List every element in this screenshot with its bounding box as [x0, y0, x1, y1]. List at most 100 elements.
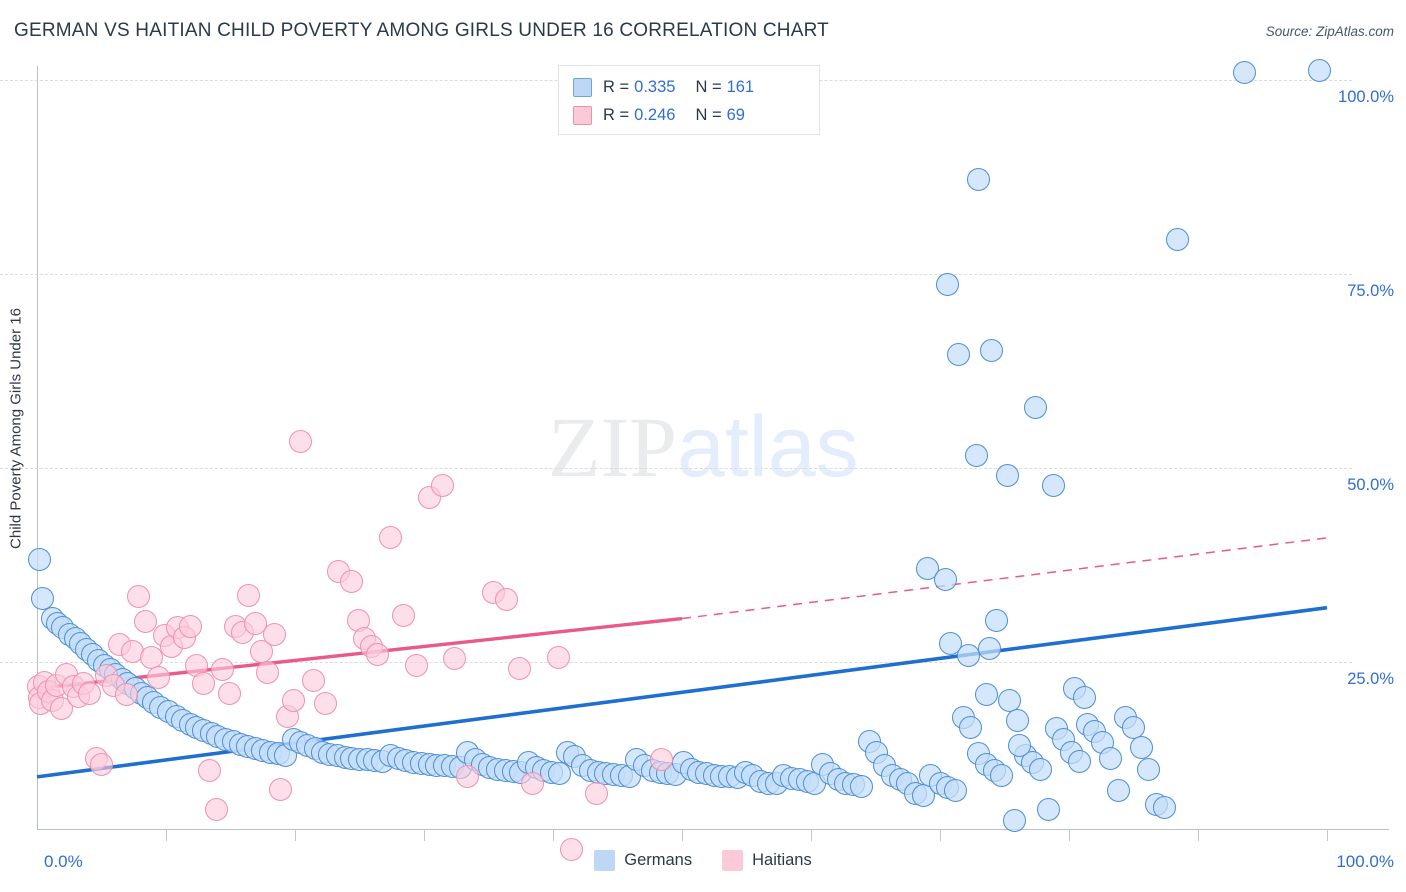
gridline-25 [0, 662, 1352, 663]
x-axis-tick [682, 829, 683, 841]
scatter-plot-area [26, 59, 1331, 862]
y-axis-label-50: 50.0% [1347, 476, 1394, 494]
x-axis-tick [811, 829, 812, 841]
data-point-haitian[interactable] [256, 661, 280, 685]
data-point-haitian[interactable] [314, 692, 338, 716]
data-point-german[interactable] [990, 763, 1014, 787]
data-point-german[interactable] [1029, 757, 1053, 781]
data-point-german[interactable] [967, 167, 991, 191]
data-point-german[interactable] [1165, 228, 1189, 252]
data-point-haitian[interactable] [340, 569, 364, 593]
data-point-german[interactable] [933, 568, 957, 592]
data-point-german[interactable] [1307, 59, 1331, 83]
data-point-german[interactable] [977, 636, 1001, 660]
data-point-german[interactable] [1036, 797, 1060, 821]
germans-n-value: 161 [726, 77, 755, 96]
data-point-haitian[interactable] [127, 585, 151, 609]
data-point-haitian[interactable] [546, 645, 570, 669]
legend-item-germans[interactable]: Germans [594, 850, 692, 871]
data-point-german[interactable] [938, 631, 962, 655]
data-point-german[interactable] [985, 608, 1009, 632]
data-point-german[interactable] [1005, 709, 1029, 733]
data-point-german[interactable] [964, 444, 988, 468]
data-point-haitian[interactable] [430, 473, 454, 497]
data-point-german[interactable] [974, 683, 998, 707]
correlation-stats-legend: R = 0.335 N = 161 R = 0.246 N = 69 [558, 65, 820, 135]
data-point-german[interactable] [28, 548, 52, 572]
data-point-german[interactable] [1023, 395, 1047, 419]
data-point-haitian[interactable] [179, 614, 202, 638]
germans-r-label: R = [603, 77, 630, 96]
data-point-german[interactable] [1232, 60, 1256, 84]
data-point-haitian[interactable] [191, 672, 215, 696]
gridline-50 [0, 468, 1352, 469]
y-axis-label-100: 100.0% [1338, 88, 1394, 106]
data-point-haitian[interactable] [269, 777, 293, 801]
data-point-haitian[interactable] [391, 603, 415, 627]
data-point-haitian[interactable] [585, 782, 609, 806]
source-label: Source: ZipAtlas.com [1265, 24, 1394, 39]
data-point-german[interactable] [849, 774, 873, 798]
data-point-german[interactable] [936, 273, 960, 297]
data-point-german[interactable] [956, 644, 980, 668]
germans-legend-swatch-icon [594, 850, 616, 871]
data-point-german[interactable] [1152, 796, 1176, 820]
data-point-german[interactable] [943, 779, 967, 803]
data-point-haitian[interactable] [243, 611, 267, 635]
data-point-haitian[interactable] [495, 588, 519, 612]
data-point-haitian[interactable] [378, 526, 402, 550]
germans-n-label: N = [695, 77, 722, 96]
data-point-german[interactable] [1106, 779, 1130, 803]
germans-swatch-icon [573, 77, 592, 97]
data-point-german[interactable] [946, 343, 970, 367]
data-point-german[interactable] [1072, 686, 1096, 710]
data-point-german[interactable] [1008, 734, 1032, 758]
data-point-german[interactable] [1067, 749, 1091, 773]
data-point-german[interactable] [980, 338, 1004, 362]
data-point-haitian[interactable] [520, 771, 544, 795]
data-point-german[interactable] [995, 464, 1019, 488]
data-point-haitian[interactable] [133, 610, 157, 634]
data-point-german[interactable] [1098, 746, 1122, 770]
haitians-r-label: R = [603, 105, 630, 124]
data-point-haitian[interactable] [262, 622, 286, 646]
data-point-german[interactable] [959, 715, 983, 739]
data-point-german[interactable] [1042, 473, 1066, 497]
data-point-haitian[interactable] [282, 689, 306, 713]
data-point-german[interactable] [30, 586, 54, 610]
data-point-haitian[interactable] [649, 748, 673, 772]
data-point-haitian[interactable] [211, 658, 235, 682]
data-point-german[interactable] [915, 557, 939, 581]
data-point-haitian[interactable] [507, 656, 531, 680]
data-point-haitian[interactable] [146, 666, 170, 690]
haitians-legend-swatch-icon [722, 850, 744, 871]
data-point-haitian[interactable] [217, 681, 241, 705]
data-point-haitian[interactable] [78, 681, 102, 705]
data-point-haitian[interactable] [50, 697, 73, 721]
x-axis-max-label: 100.0% [1336, 852, 1394, 871]
x-axis-min-label: 0.0% [44, 852, 83, 871]
haitians-n-label: N = [695, 105, 722, 124]
haitians-r-value: 0.246 [634, 105, 676, 124]
data-point-haitian[interactable] [366, 642, 390, 666]
x-axis-tick [553, 829, 554, 841]
data-point-german[interactable] [1129, 735, 1153, 759]
data-point-haitian[interactable] [404, 653, 428, 677]
data-point-haitian[interactable] [559, 838, 583, 862]
data-point-haitian[interactable] [301, 669, 325, 693]
data-point-haitian[interactable] [456, 765, 480, 789]
legend-item-haitians[interactable]: Haitians [722, 850, 812, 871]
data-point-haitian[interactable] [443, 647, 467, 671]
data-point-german[interactable] [1137, 757, 1161, 781]
data-point-haitian[interactable] [198, 759, 222, 783]
data-point-haitian[interactable] [288, 430, 312, 454]
data-point-german[interactable] [1003, 808, 1027, 832]
data-point-haitian[interactable] [237, 583, 261, 607]
data-point-haitian[interactable] [114, 683, 138, 707]
gridline-75 [0, 274, 1352, 275]
data-point-german[interactable] [547, 762, 571, 786]
data-point-haitian[interactable] [90, 752, 113, 776]
data-point-haitian[interactable] [204, 797, 228, 821]
y-axis-line [37, 66, 38, 829]
haitians-swatch-icon [573, 105, 592, 125]
